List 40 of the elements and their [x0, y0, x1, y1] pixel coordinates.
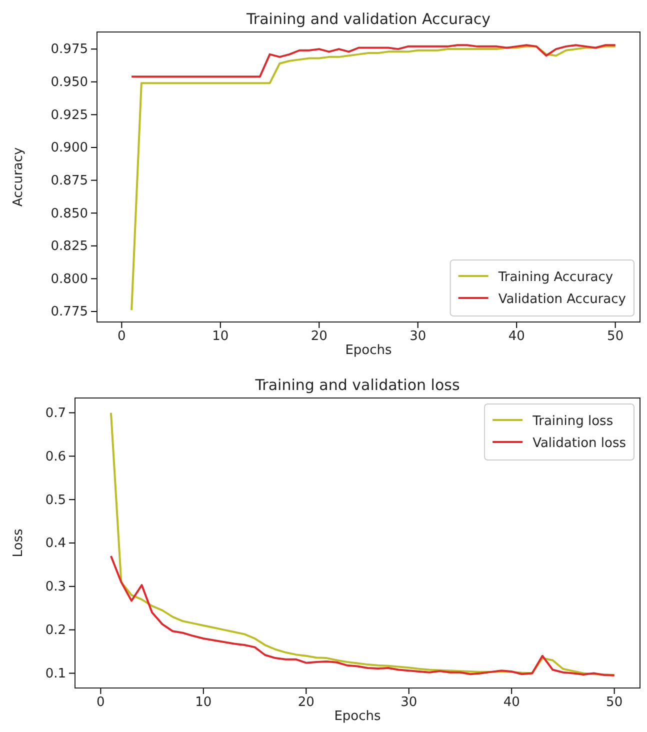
- y-tick-label: 0.825: [50, 239, 88, 254]
- y-tick-label: 0.950: [50, 75, 88, 90]
- x-tick-label: 40: [503, 695, 520, 710]
- y-tick-label: 0.6: [45, 449, 66, 464]
- x-tick-label: 0: [118, 329, 126, 344]
- legend-label: Training loss: [532, 414, 614, 429]
- y-tick-label: 0.850: [50, 206, 88, 222]
- x-tick-label: 0: [96, 695, 105, 710]
- legend-label: Validation loss: [532, 436, 626, 451]
- line-series: [130, 44, 616, 78]
- y-tick-label: 0.875: [50, 173, 88, 188]
- chart-title: Training and validation Accuracy: [245, 10, 491, 28]
- x-tick-label: 20: [310, 329, 328, 344]
- y-tick-label: 0.975: [50, 42, 88, 58]
- y-tick-label: 0.925: [50, 108, 88, 123]
- x-tick-label: 30: [400, 695, 418, 710]
- legend-label: Validation Accuracy: [498, 292, 626, 307]
- x-tick-label: 50: [607, 329, 624, 344]
- x-tick-label: 50: [606, 695, 623, 710]
- x-tick-label: 10: [195, 695, 212, 710]
- y-axis-title: Accuracy: [11, 147, 26, 207]
- y-tick-label: 0.2: [45, 622, 66, 638]
- y-axis-title: Loss: [11, 528, 26, 558]
- x-axis-title: Epochs: [345, 343, 392, 358]
- x-tick-label: 10: [212, 329, 229, 344]
- y-tick-label: 0.775: [50, 304, 88, 320]
- x-tick-label: 20: [298, 695, 314, 710]
- legend-label: Training Accuracy: [497, 270, 614, 285]
- y-tick-label: 0.900: [50, 140, 88, 156]
- x-axis-title: Epochs: [334, 709, 382, 724]
- x-tick-label: 40: [508, 329, 525, 344]
- y-tick-label: 0.1: [45, 666, 66, 682]
- line-series: [110, 555, 616, 676]
- y-tick-label: 0.3: [45, 580, 66, 595]
- y-tick-label: 0.4: [45, 536, 66, 552]
- y-tick-label: 0.800: [50, 272, 88, 287]
- x-tick-label: 30: [410, 329, 426, 344]
- y-tick-label: 0.7: [45, 406, 66, 421]
- chart-title: Training and validation loss: [254, 376, 460, 394]
- y-tick-label: 0.5: [45, 492, 66, 508]
